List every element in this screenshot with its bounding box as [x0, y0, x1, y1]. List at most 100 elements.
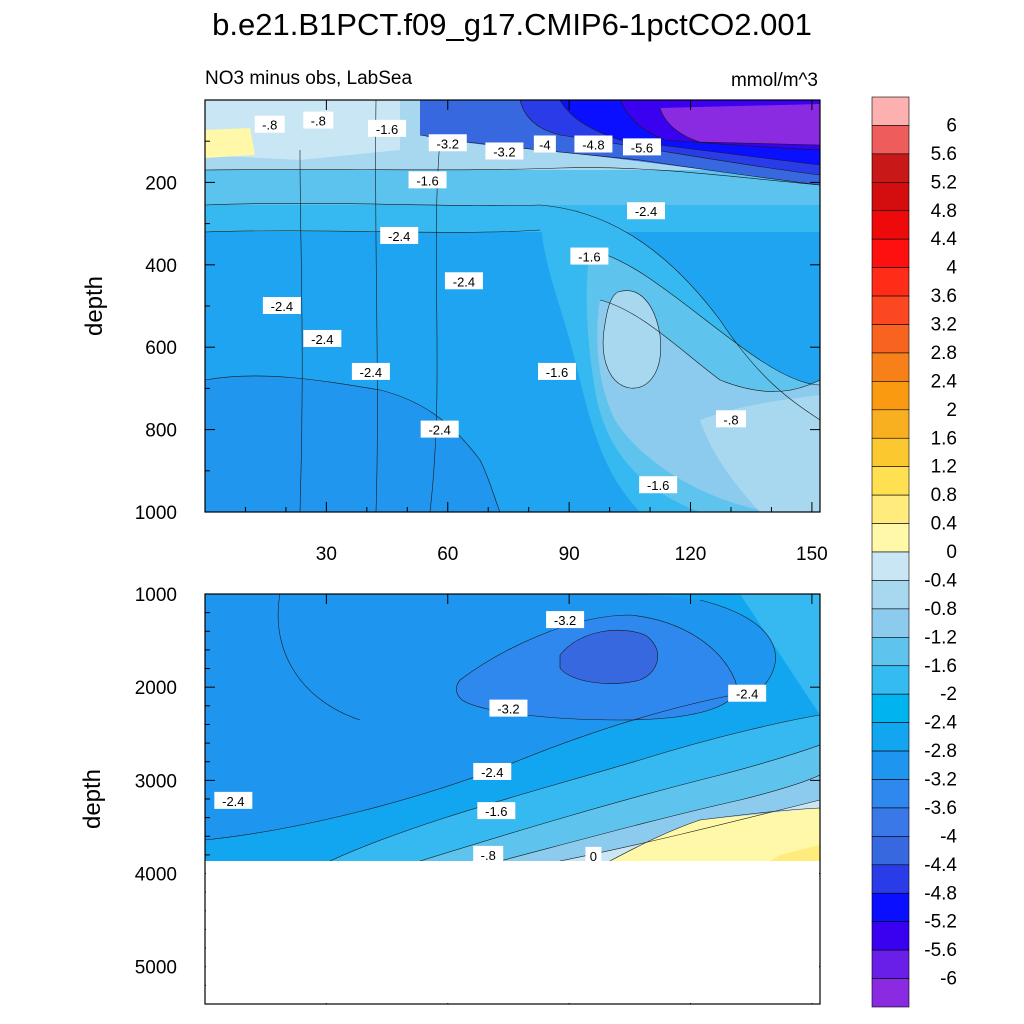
colorbar-box: [871, 153, 910, 183]
svg-text:-3.2: -3.2: [493, 145, 515, 160]
svg-text:-2.4: -2.4: [311, 332, 333, 347]
colorbar-box: [871, 779, 910, 809]
colorbar-level-label: -3.2: [924, 770, 957, 791]
colorbar-level-label: 0: [946, 542, 957, 563]
upper-x-tick-label: 60: [437, 544, 458, 565]
colorbar-box: [871, 836, 910, 866]
upper-contour-label: -4: [533, 135, 556, 153]
upper-y-tick-label: 400: [145, 256, 177, 277]
lower-y-axis-label: depth: [79, 769, 106, 829]
upper-x-tick-label: 120: [675, 544, 707, 565]
colorbar-box: [871, 381, 910, 411]
lower-y-tick-label: 3000: [135, 771, 177, 792]
colorbar-level-label: 1.2: [931, 457, 957, 478]
colorbar-box: [871, 238, 910, 268]
svg-text:-4: -4: [539, 137, 551, 152]
svg-text:-2.4: -2.4: [388, 229, 410, 244]
colorbar-level-label: 0.8: [931, 485, 957, 506]
colorbar-level-label: -4: [940, 826, 957, 847]
upper-contour-label: -2.4: [380, 226, 419, 244]
upper-contour-label: -2.4: [420, 420, 459, 438]
colorbar-level-label: 3.6: [931, 286, 957, 307]
colorbar-level-label: 1.6: [931, 428, 957, 449]
upper-contour-label: -1.6: [639, 476, 678, 494]
colorbar-level-label: -4.4: [924, 855, 957, 876]
lower-contour-label: -1.6: [477, 802, 516, 820]
lower-y-tick-label: 2000: [135, 678, 177, 699]
upper-contour-label: -1.6: [570, 247, 609, 265]
colorbar-box: [871, 409, 910, 439]
svg-text:-2.4: -2.4: [481, 765, 503, 780]
colorbar-level-label: 4: [946, 258, 957, 279]
colorbar-box: [871, 978, 910, 1008]
upper-contour-label: -2.4: [627, 202, 666, 220]
svg-text:-2.4: -2.4: [360, 365, 382, 380]
lower-contour-label: -2.4: [214, 791, 253, 809]
colorbar-box: [871, 722, 910, 752]
svg-text:-3.2: -3.2: [437, 136, 459, 151]
upper-axes: 30 60 90 120 150 200 400 600 800 1000: [135, 100, 828, 565]
upper-contour-label: -2.4: [351, 362, 390, 380]
colorbar-level-label: -5.2: [924, 912, 957, 933]
upper-y-tick-label: 800: [145, 421, 177, 442]
colorbar-level-label: -2.4: [924, 713, 957, 734]
upper-contour-label: -2.4: [444, 272, 483, 290]
colorbar-box: [871, 807, 910, 837]
svg-text:-5.6: -5.6: [631, 140, 653, 155]
lower-y-tick-label: 5000: [135, 958, 177, 979]
colorbar-level-label: -0.4: [924, 570, 957, 591]
svg-text:-1.6: -1.6: [485, 804, 507, 819]
upper-contour-label: -2.4: [262, 297, 301, 314]
colorbar-level-label: 2.4: [931, 371, 958, 392]
colorbar-level-label: 2: [946, 400, 957, 421]
upper-x-tick-label: 150: [796, 544, 828, 565]
svg-text:-1.6: -1.6: [578, 250, 600, 265]
upper-contour-label: -3.2: [485, 142, 524, 160]
upper-contour-label: -.8: [303, 111, 334, 129]
lower-contour-label: -3.2: [489, 699, 528, 717]
colorbar-box: [871, 96, 910, 126]
colorbar-box: [871, 466, 910, 496]
colorbar-box: [871, 437, 910, 467]
svg-text:-1.6: -1.6: [416, 173, 438, 188]
upper-contour-label: -3.2: [428, 134, 467, 152]
colorbar-level-label: -6: [940, 969, 957, 990]
lower-contour-label: -2.4: [728, 684, 767, 702]
lower-contour-label: -3.2: [546, 611, 585, 629]
svg-text:-.8: -.8: [481, 848, 496, 863]
colorbar-level-label: -4.8: [924, 883, 957, 904]
left-subtitle: NO3 minus obs, LabSea: [205, 68, 412, 89]
upper-contour-label: -1.6: [538, 362, 577, 380]
lower-contour-labels: -3.2 -2.4 -3.2 -2.4 -2.4 -1.6 -.8 0: [214, 611, 767, 864]
lower-contour-label: -2.4: [473, 762, 512, 780]
colorbar-box: [871, 750, 910, 780]
svg-text:-4.8: -4.8: [582, 137, 604, 152]
colorbar-level-label: 0.4: [931, 514, 958, 535]
colorbar-box: [871, 693, 910, 723]
colorbar: 6 5.6 5.2 4.8 4.4 4 3.6 3.2 2.8 2.4 2 1.6 1.2 0.8 0.4 0…: [871, 96, 958, 1008]
svg-text:-2.4: -2.4: [428, 423, 450, 438]
upper-y-tick-label: 600: [145, 338, 177, 359]
colorbar-level-label: -3.6: [924, 798, 957, 819]
colorbar-box: [871, 551, 910, 581]
upper-y-axis-label: depth: [81, 276, 108, 336]
svg-text:-2.4: -2.4: [635, 204, 657, 219]
svg-text:-1.6: -1.6: [376, 122, 398, 137]
upper-contour-label: -.8: [254, 115, 285, 133]
svg-text:-2.4: -2.4: [222, 794, 244, 809]
upper-contour-label: -2.4: [303, 329, 342, 347]
colorbar-level-label: -1.6: [924, 656, 957, 677]
below-floor-area: [206, 861, 819, 1003]
colorbar-level-label: 2.8: [931, 343, 957, 364]
svg-text:-1.6: -1.6: [546, 365, 568, 380]
colorbar-level-label: 5.6: [931, 144, 957, 165]
lower-y-tick-label: 1000: [135, 585, 177, 606]
colorbar-box: [871, 949, 910, 979]
upper-contour-label: -1.6: [408, 171, 447, 189]
svg-text:-1.6: -1.6: [647, 478, 669, 493]
colorbar-box: [871, 892, 910, 922]
colorbar-box: [871, 665, 910, 695]
lower-axes: 1000 2000 3000 4000 5000: [135, 585, 820, 1004]
svg-text:-.8: -.8: [311, 114, 326, 129]
